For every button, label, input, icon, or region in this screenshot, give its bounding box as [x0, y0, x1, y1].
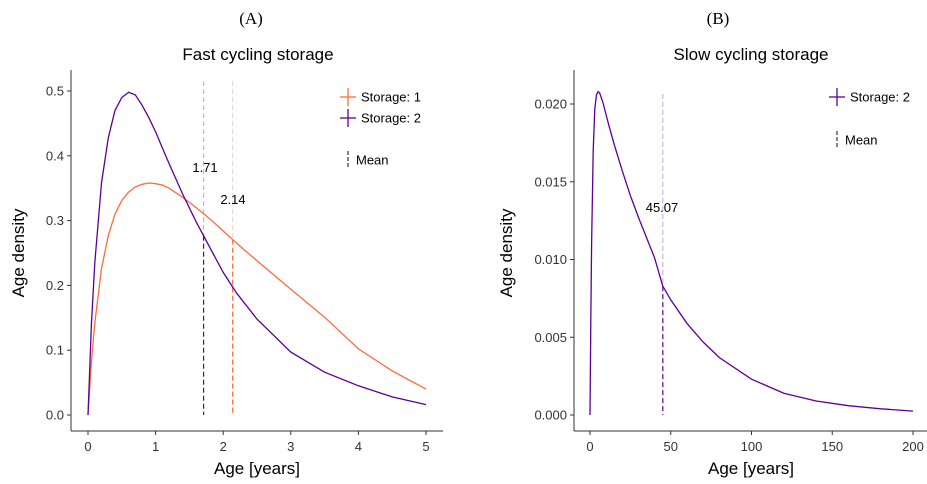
panel-b-legend-mean-label: Mean	[845, 133, 878, 148]
panel-a-series-line	[87, 182, 427, 416]
panel-a-x-tick-label: 4	[355, 439, 362, 454]
panel-b-ylabel: Age density	[497, 208, 516, 297]
panel-a-mean-label: 2.14	[220, 192, 245, 207]
panel-b-legend-label: Storage: 2	[850, 90, 910, 105]
panel-b-y-tick-label: 0.015	[534, 174, 567, 189]
panel-b-letter: (B)	[707, 9, 730, 28]
panel-b-x-tick-label: 150	[821, 439, 843, 454]
panel-a-title: Fast cycling storage	[182, 45, 333, 64]
panel-b-y-tick-label: 0.005	[534, 330, 567, 345]
panel-a-y-tick-label: 0.3	[46, 213, 64, 228]
panel-b-x-tick-label: 50	[664, 439, 678, 454]
panel-a-legend-label: Storage: 1	[361, 90, 421, 105]
panel-b-x-tick-label: 0	[586, 439, 593, 454]
panel-a-legend-mean-label: Mean	[356, 153, 389, 168]
panel-b-y-tick-label: 0.000	[534, 408, 567, 423]
panel-a-xlabel: Age [years]	[214, 459, 300, 478]
panel-b-series-line	[589, 90, 914, 416]
panel-a-y-tick-label: 0.1	[46, 343, 64, 358]
panel-b-y-tick-label: 0.010	[534, 252, 567, 267]
panel-a-y-tick-label: 0.2	[46, 278, 64, 293]
panel-a-y-tick-label: 0.0	[46, 408, 64, 423]
panel-a-ylabel: Age density	[9, 208, 28, 297]
panel-b-y-tick-label: 0.020	[534, 97, 567, 112]
panel-a-legend-label: Storage: 2	[361, 111, 421, 126]
panel-a-series-line	[87, 91, 427, 416]
panel-b-title: Slow cycling storage	[674, 45, 829, 64]
panel-a-x-tick-label: 0	[84, 439, 91, 454]
panel-b-xlabel: Age [years]	[708, 459, 794, 478]
panel-a-x-tick-label: 2	[220, 439, 227, 454]
panel-a-x-tick-label: 1	[152, 439, 159, 454]
panel-a-x-tick-label: 5	[422, 439, 429, 454]
panel-a-y-tick-label: 0.5	[46, 84, 64, 99]
panel-b-mean-label: 45.07	[646, 200, 679, 215]
panel-a-mean-label: 1.71	[192, 160, 217, 175]
panel-a-y-tick-label: 0.4	[46, 148, 64, 163]
panel-a-x-tick-label: 3	[287, 439, 294, 454]
panel-a-letter: (A)	[239, 9, 263, 28]
panel-b-x-tick-label: 200	[902, 439, 924, 454]
panel-b-x-tick-label: 100	[741, 439, 763, 454]
